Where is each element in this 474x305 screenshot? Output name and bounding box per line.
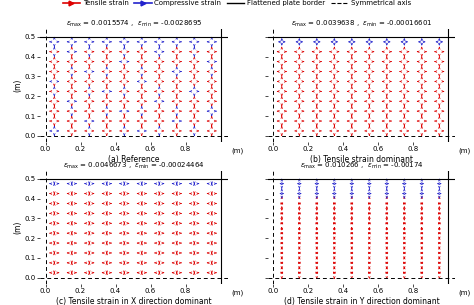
Title: $\varepsilon_{\mathrm{max}}$ = 0.0039638 ,  $\varepsilon_{\mathrm{min}}$ = -0.00: $\varepsilon_{\mathrm{max}}$ = 0.0039638… [291,19,432,29]
Text: (m): (m) [231,148,244,154]
Y-axis label: (m): (m) [13,79,22,92]
X-axis label: (d) Tensile strain in Y direction dominant: (d) Tensile strain in Y direction domina… [283,296,439,305]
Title: $\varepsilon_{\mathrm{max}}$ = 0.010266 ,  $\varepsilon_{\mathrm{min}}$ = -0.001: $\varepsilon_{\mathrm{max}}$ = 0.010266 … [300,161,423,171]
Text: (m): (m) [459,148,471,154]
X-axis label: (b) Tensile strain dominant: (b) Tensile strain dominant [310,155,413,164]
Title: $\varepsilon_{\mathrm{max}}$ = 0.0046673 ,  $\varepsilon_{\mathrm{min}}$ = -0.00: $\varepsilon_{\mathrm{max}}$ = 0.0046673… [63,161,205,171]
Y-axis label: (m): (m) [13,221,22,234]
Legend: Tensile strain, Compressive strain, Flattened plate border, Symmetrical axis: Tensile strain, Compressive strain, Flat… [63,0,411,6]
X-axis label: (a) Reference: (a) Reference [108,155,160,164]
Title: $\varepsilon_{\mathrm{max}}$ = 0.0015574 ,  $\varepsilon_{\mathrm{min}}$ = -0.00: $\varepsilon_{\mathrm{max}}$ = 0.0015574… [66,19,202,29]
X-axis label: (c) Tensile strain in X direction dominant: (c) Tensile strain in X direction domina… [56,296,212,305]
Text: (m): (m) [459,289,471,296]
Text: (m): (m) [231,289,244,296]
